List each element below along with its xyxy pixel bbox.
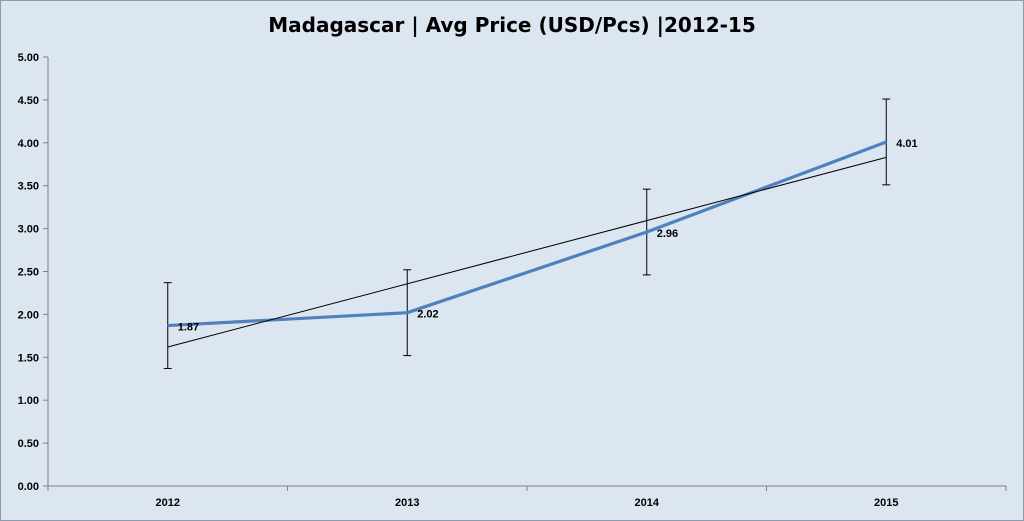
y-tick-label: 1.00 — [18, 395, 39, 407]
data-label: 4.01 — [896, 138, 917, 150]
y-tick-label: 4.50 — [18, 95, 39, 107]
trendline-group — [167, 156, 887, 348]
y-tick-label: 1.50 — [18, 352, 39, 364]
chart-title: Madagascar | Avg Price (USD/Pcs) |2012-1… — [268, 13, 756, 37]
data-label: 1.87 — [178, 322, 199, 334]
series-lines — [167, 140, 887, 328]
x-tick-label: 2013 — [395, 497, 419, 509]
y-tick-label: 4.00 — [18, 138, 39, 150]
chart-axes — [43, 56, 1007, 491]
y-tick-label: 0.00 — [18, 481, 39, 493]
x-tick-label: 2014 — [635, 497, 660, 509]
series-line — [167, 140, 887, 328]
trendline — [167, 156, 887, 348]
x-tick-label: 2012 — [156, 497, 180, 509]
x-tick-label: 2015 — [874, 497, 898, 509]
y-tick-label: 2.00 — [18, 309, 39, 321]
error-bars — [163, 98, 891, 369]
y-tick-labels: 0.00 0.50 1.00 1.50 2.00 2.50 3.00 3.50 4.00 4.50… — [18, 52, 39, 493]
y-tick-label: 2.50 — [18, 267, 39, 279]
y-tick-label: 0.50 — [18, 438, 39, 450]
y-tick-label: 5.00 — [18, 52, 39, 64]
x-tick-labels: 2012 2013 2014 2015 — [156, 497, 899, 509]
data-labels: 1.87 2.02 2.96 4.01 — [178, 138, 918, 334]
y-tick-label: 3.00 — [18, 224, 39, 236]
data-label: 2.02 — [417, 309, 438, 321]
data-label: 2.96 — [657, 228, 678, 240]
y-tick-label: 3.50 — [18, 181, 39, 193]
